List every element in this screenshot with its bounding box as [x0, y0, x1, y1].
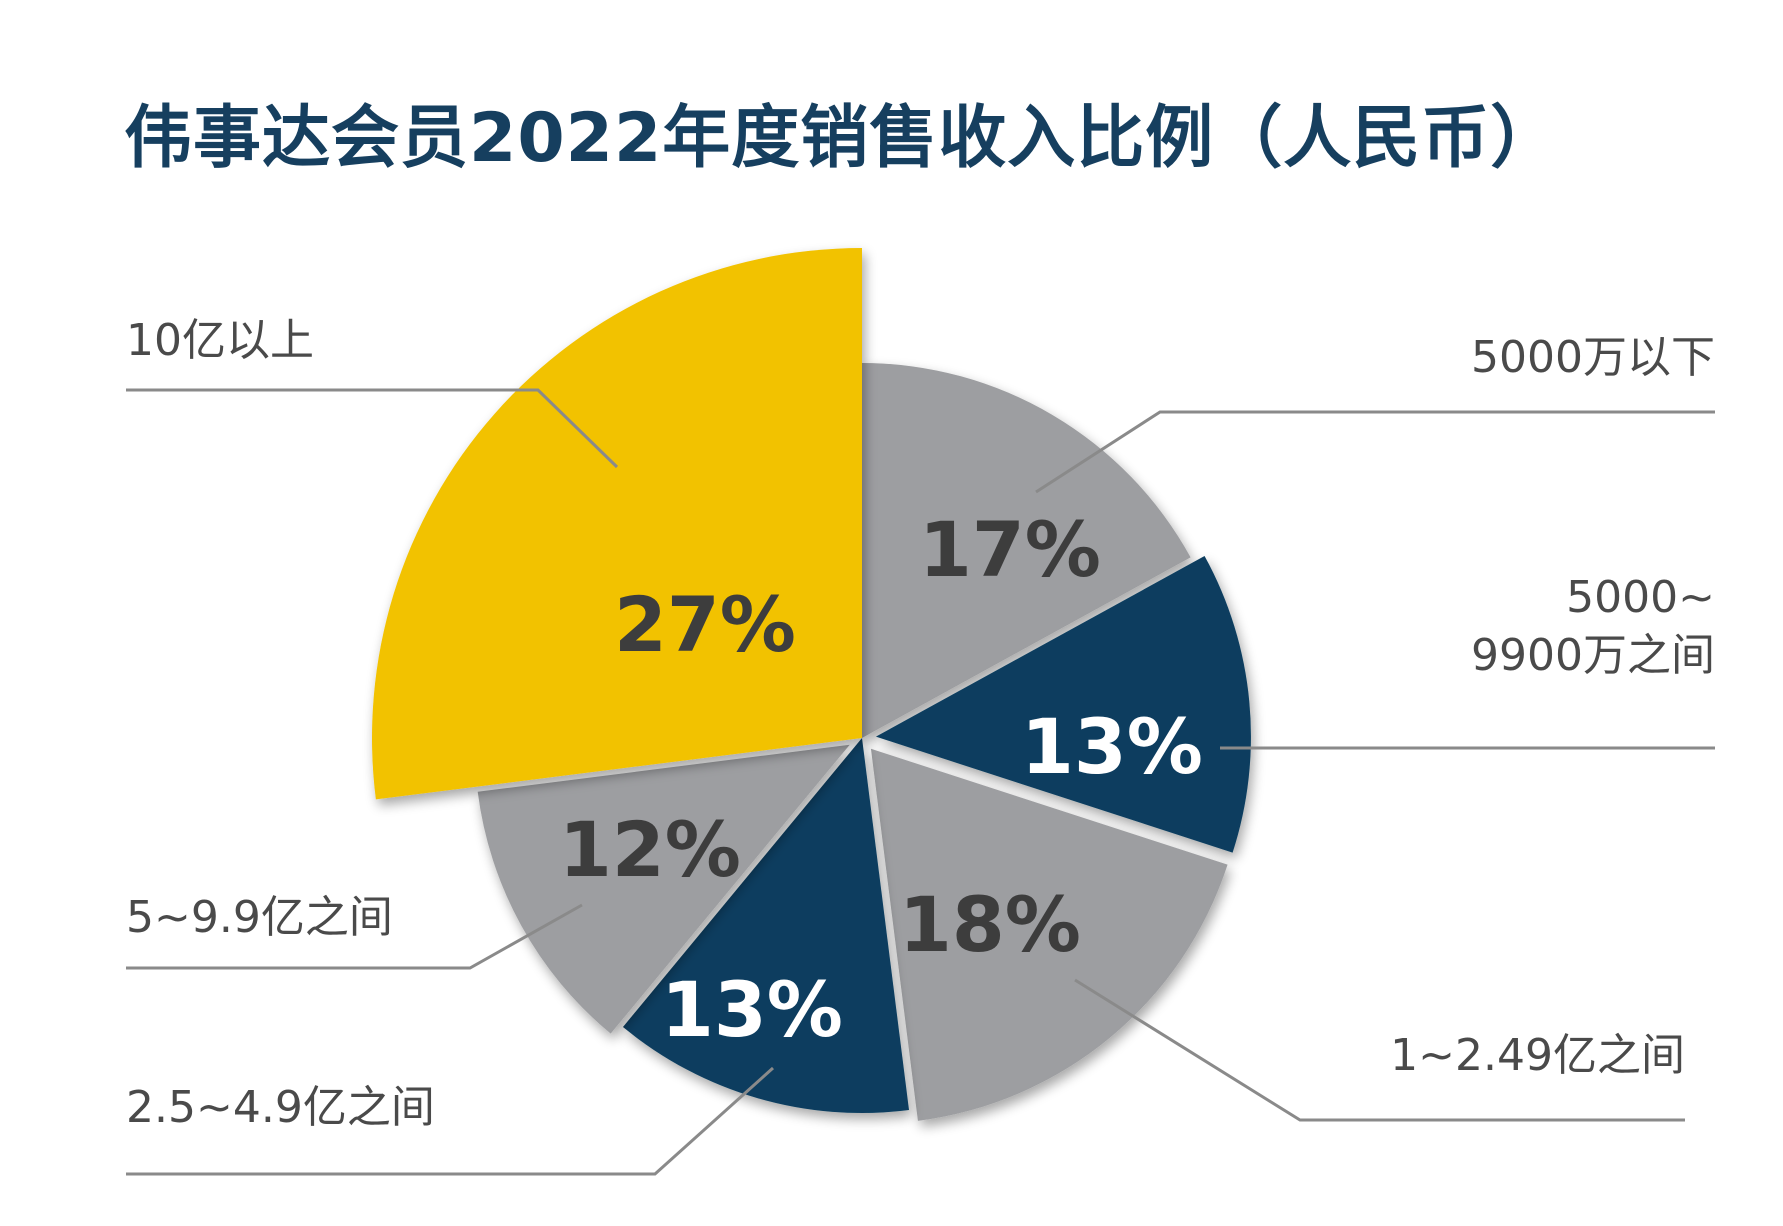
slice-value-label: 18% — [899, 880, 1081, 969]
pie-slice-3 — [870, 748, 1228, 1121]
slice-category-label-line: 5000万以下 — [1471, 332, 1715, 383]
slice-category-label-line: 2.5~4.9亿之间 — [126, 1082, 435, 1133]
pie-slice-6 — [372, 248, 862, 800]
pie-slice-2 — [875, 556, 1251, 853]
pie-slice-5 — [477, 744, 850, 1034]
slice-category-label: 5000万以下 — [1471, 332, 1715, 383]
leader-line-5 — [126, 903, 583, 970]
slice-value-label: 13% — [1021, 702, 1203, 791]
slice-category-label: 10亿以上 — [126, 315, 314, 366]
pie-slice-1 — [862, 363, 1191, 738]
leader-line-3 — [1074, 978, 1685, 1122]
slice-category-label-line: 10亿以上 — [126, 315, 314, 366]
pie-slice-4 — [622, 738, 909, 1113]
leader-line-6 — [126, 388, 619, 469]
slice-value-label: 17% — [919, 505, 1101, 594]
category-labels: 5000万以下 5000~ 9900万之间 1~2.49亿之间 2.5~4.9亿之间 5~… — [126, 315, 1715, 1133]
slice-category-label-line: 5000~ — [1566, 572, 1715, 623]
slice-category-label-line: 9900万之间 — [1471, 630, 1715, 681]
leader-lines — [126, 388, 1715, 1176]
slice-category-label: 5000~ 9900万之间 — [1471, 572, 1715, 681]
leader-line-4 — [126, 1066, 775, 1176]
slice-category-label-line: 5~9.9亿之间 — [126, 892, 393, 943]
slice-category-label: 1~2.49亿之间 — [1390, 1030, 1685, 1081]
slice-category-label-line: 1~2.49亿之间 — [1390, 1030, 1685, 1081]
leader-line-1 — [1035, 410, 1715, 494]
slice-value-label: 13% — [661, 965, 843, 1054]
slice-value-label: 12% — [559, 805, 741, 894]
chart-title: 伟事达会员2022年度销售收入比例（人民币） — [124, 99, 1560, 178]
pie-slices — [372, 248, 1251, 1121]
slice-category-label: 2.5~4.9亿之间 — [126, 1082, 435, 1133]
percentage-labels: 17% 13% 18% 13% 12% 27% — [559, 505, 1203, 1054]
slice-category-label: 5~9.9亿之间 — [126, 892, 393, 943]
slice-value-label: 27% — [614, 580, 796, 669]
